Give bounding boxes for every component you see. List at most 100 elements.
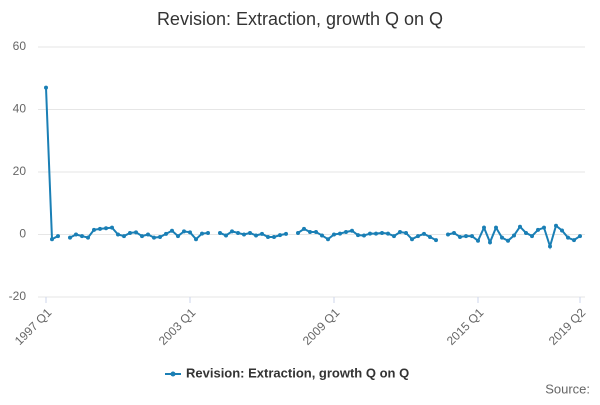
point <box>572 238 576 243</box>
point <box>494 225 498 230</box>
point <box>362 233 366 238</box>
point <box>230 229 234 234</box>
chart-title: Revision: Extraction, growth Q on Q <box>157 9 443 29</box>
point <box>404 230 408 235</box>
point <box>266 235 270 239</box>
point <box>68 235 72 240</box>
point <box>50 237 54 242</box>
legend-label: Revision: Extraction, growth Q on Q <box>186 365 409 380</box>
point <box>410 237 414 242</box>
point <box>116 232 120 237</box>
point <box>248 230 252 235</box>
point <box>506 238 510 243</box>
point <box>398 230 402 234</box>
point <box>416 234 420 239</box>
point <box>170 228 174 233</box>
point <box>464 234 468 239</box>
point <box>350 228 354 233</box>
x-tick-label: 2003 Q1 <box>156 305 199 348</box>
point <box>524 230 528 235</box>
point <box>536 227 540 232</box>
point <box>242 232 246 237</box>
point <box>278 233 282 238</box>
point <box>476 238 480 243</box>
point <box>224 233 228 238</box>
point <box>368 231 372 236</box>
point <box>122 234 126 239</box>
y-tick-label: 0 <box>19 227 26 241</box>
point <box>314 230 318 234</box>
point <box>188 230 192 235</box>
point <box>44 85 48 90</box>
point <box>488 240 492 245</box>
point <box>302 226 306 231</box>
point <box>56 234 60 239</box>
point <box>92 227 96 232</box>
point <box>284 231 288 236</box>
point <box>104 226 108 231</box>
y-tick-label: -20 <box>9 289 27 303</box>
point <box>308 230 312 234</box>
point <box>320 233 324 238</box>
point <box>428 235 432 239</box>
point <box>470 234 474 239</box>
point <box>236 230 240 235</box>
point <box>458 235 462 239</box>
point <box>356 233 360 238</box>
series-line <box>69 226 209 241</box>
point <box>560 228 564 233</box>
point <box>134 230 138 235</box>
point <box>542 225 546 230</box>
point <box>452 230 456 235</box>
point <box>434 238 438 243</box>
point <box>74 232 78 237</box>
point <box>500 235 504 240</box>
point <box>80 234 84 239</box>
point <box>554 223 558 228</box>
point <box>254 233 258 238</box>
point <box>218 230 222 235</box>
series-line <box>45 87 59 241</box>
point <box>338 231 342 236</box>
point <box>98 226 102 231</box>
point <box>182 229 186 234</box>
point <box>296 230 300 235</box>
x-tick-label: 1997 Q1 <box>12 305 55 348</box>
point <box>332 232 336 237</box>
x-tick-label: 2019 Q2 <box>546 305 589 348</box>
point <box>260 231 264 236</box>
point <box>380 230 384 235</box>
point <box>344 230 348 234</box>
point <box>128 230 132 235</box>
point <box>326 237 330 242</box>
point <box>200 231 204 236</box>
y-tick-label: 20 <box>13 164 27 178</box>
point <box>512 233 516 238</box>
point <box>446 232 450 237</box>
point <box>518 224 522 229</box>
point <box>548 244 552 249</box>
point <box>164 231 168 236</box>
point <box>392 234 396 239</box>
point <box>158 235 162 239</box>
point <box>176 234 180 239</box>
y-tick-label: 40 <box>13 102 27 116</box>
point <box>86 235 90 240</box>
point <box>140 234 144 239</box>
point <box>566 235 570 240</box>
point <box>206 230 210 235</box>
point <box>422 231 426 236</box>
point <box>152 235 156 240</box>
point <box>146 232 150 237</box>
point <box>194 237 198 242</box>
point <box>482 225 486 230</box>
point <box>530 234 534 239</box>
legend-marker <box>170 371 176 377</box>
point <box>374 231 378 236</box>
point <box>578 234 582 239</box>
point <box>386 231 390 236</box>
point <box>110 225 114 230</box>
source: Source: <box>545 381 590 396</box>
x-tick-label: 2015 Q1 <box>444 305 487 348</box>
